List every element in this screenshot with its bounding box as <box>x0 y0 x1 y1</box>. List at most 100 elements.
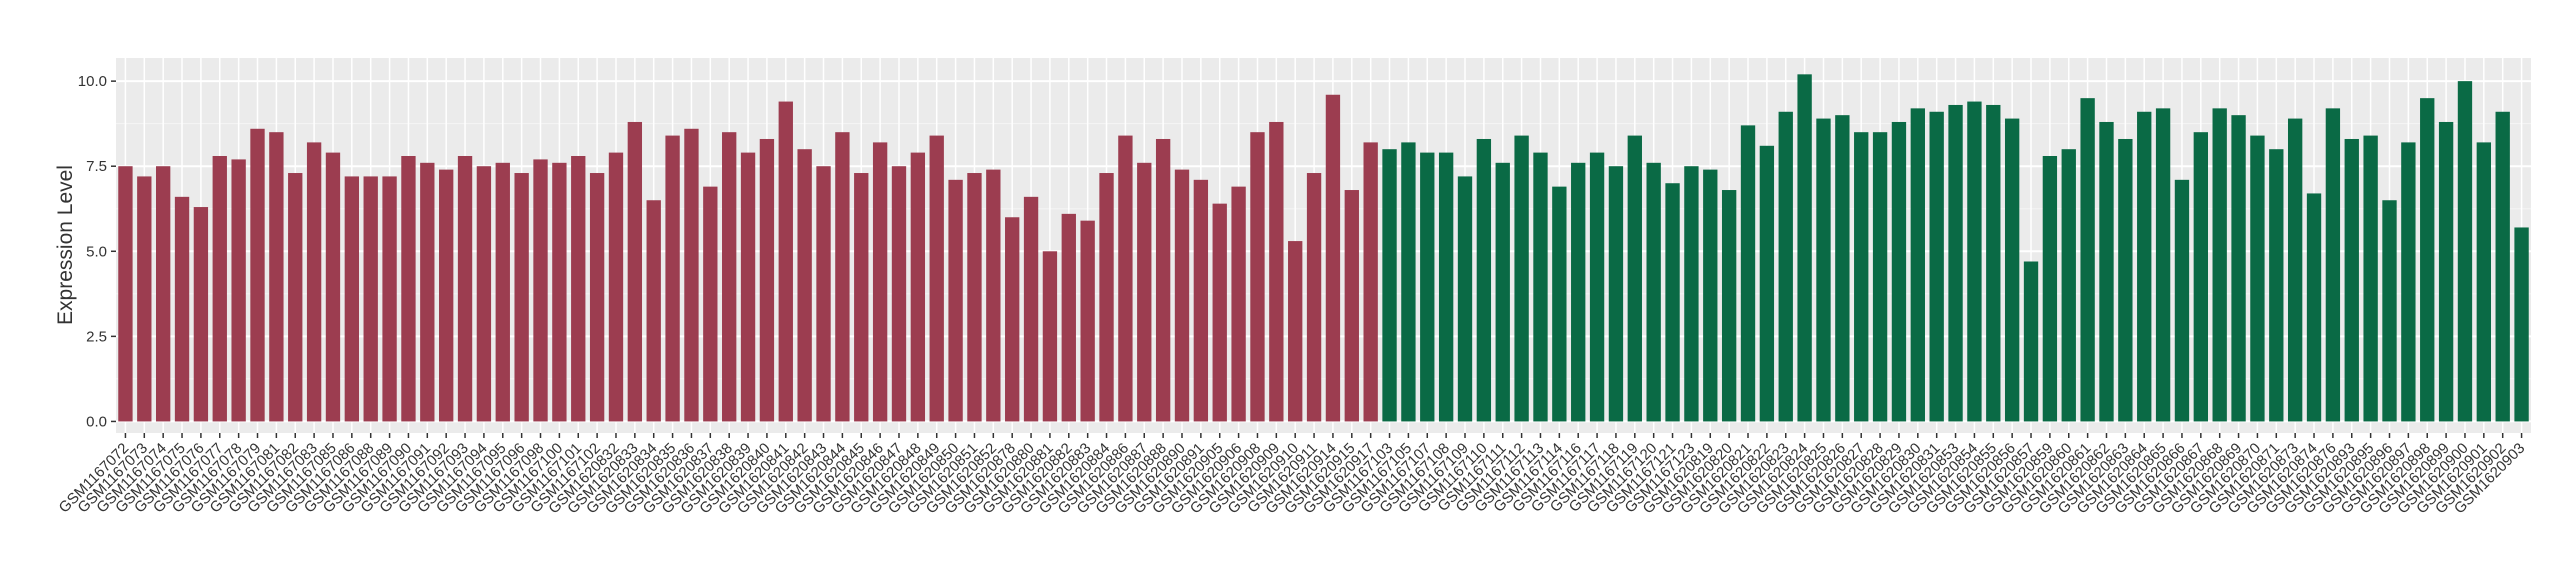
bar <box>646 200 661 422</box>
bar <box>382 176 397 422</box>
bar <box>325 152 341 422</box>
bar <box>1759 145 1775 422</box>
bar <box>854 173 869 422</box>
bar <box>2438 121 2454 422</box>
bar <box>1627 135 1642 422</box>
bar <box>457 156 473 422</box>
bar <box>1420 152 1435 422</box>
y-tick-label: 10.0 <box>78 73 107 90</box>
bar <box>1401 142 1416 422</box>
bar <box>1005 217 1020 422</box>
bar <box>193 207 209 422</box>
bar <box>910 152 926 422</box>
bar <box>476 166 492 422</box>
bar <box>1646 162 1661 422</box>
bar <box>2193 132 2208 422</box>
bar <box>2495 111 2510 422</box>
bar <box>1306 173 1322 422</box>
bar <box>1193 179 1209 422</box>
bar <box>1288 241 1303 422</box>
bar <box>627 121 643 422</box>
bar <box>363 176 378 422</box>
y-axis-label: Expression Level <box>54 165 77 325</box>
bar <box>1778 111 1793 422</box>
bar <box>2250 135 2265 422</box>
bar <box>759 138 775 422</box>
bar <box>967 173 982 422</box>
bar <box>2306 193 2322 422</box>
bar <box>514 173 529 422</box>
bar <box>2174 179 2190 422</box>
bar <box>155 166 171 422</box>
bar <box>1684 166 1699 422</box>
bar <box>250 128 265 422</box>
bar <box>589 173 605 422</box>
bar <box>1816 118 1831 422</box>
bar <box>1363 142 1378 422</box>
bar <box>1438 152 1454 422</box>
bar <box>439 169 454 422</box>
bar <box>1721 190 1737 422</box>
bar <box>1854 132 1869 422</box>
y-tick-label: 5.0 <box>86 243 107 260</box>
bar <box>533 159 548 422</box>
bar <box>1948 104 1963 422</box>
bar <box>1495 162 1510 422</box>
bar <box>401 156 416 422</box>
bar <box>1457 176 1473 422</box>
bar <box>2514 227 2529 422</box>
bar <box>2344 138 2359 422</box>
bar <box>2155 108 2171 422</box>
bar <box>1835 115 1850 422</box>
bar <box>608 152 624 422</box>
bar <box>2212 108 2227 422</box>
bar <box>2061 149 2076 422</box>
y-tick-label: 7.5 <box>86 158 107 175</box>
bar <box>722 132 737 422</box>
bar <box>1533 152 1548 422</box>
bar <box>1231 186 1246 422</box>
bar <box>1137 162 1152 422</box>
bar <box>137 176 152 422</box>
bar <box>2325 108 2341 422</box>
bar <box>703 186 718 422</box>
bar <box>2363 135 2378 422</box>
bar <box>929 135 944 422</box>
bar <box>1891 121 1907 422</box>
bar <box>344 176 360 422</box>
bar <box>1080 220 1095 422</box>
bar <box>2004 118 2020 422</box>
bar <box>1589 152 1605 422</box>
bar <box>778 101 793 422</box>
bar <box>174 196 190 422</box>
bar <box>2023 261 2039 422</box>
bar <box>2420 98 2435 422</box>
bar <box>118 166 133 422</box>
bar <box>2099 121 2114 422</box>
bar <box>1344 190 1359 422</box>
bar <box>2401 142 2416 422</box>
bar <box>495 162 510 422</box>
bar <box>684 128 699 422</box>
bar <box>2269 149 2284 422</box>
bar <box>872 142 888 422</box>
bar <box>1986 104 2001 422</box>
bar <box>1155 138 1171 422</box>
bar <box>1967 101 1982 422</box>
bar <box>1023 196 1039 422</box>
bar <box>231 159 246 422</box>
bar <box>1797 74 1812 422</box>
bar <box>1118 135 1133 422</box>
bar <box>1571 162 1586 422</box>
bar <box>1740 125 1756 422</box>
bar <box>2382 200 2397 422</box>
bar <box>1476 138 1492 422</box>
bar <box>740 152 756 422</box>
bar <box>1910 108 1925 422</box>
bar <box>891 166 907 422</box>
bar <box>212 156 227 422</box>
bar <box>1703 169 1718 422</box>
bar <box>797 149 812 422</box>
bar <box>1269 121 1284 422</box>
